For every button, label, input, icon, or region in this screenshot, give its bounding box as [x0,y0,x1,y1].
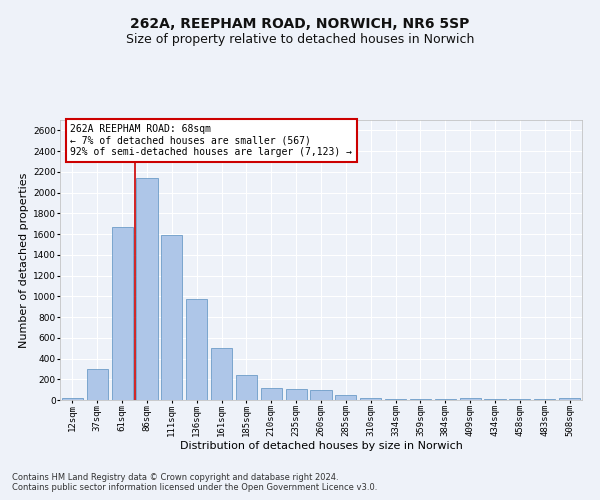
Bar [136,178,158,400]
Text: Size of property relative to detached houses in Norwich: Size of property relative to detached ho… [126,32,474,46]
Bar [261,388,282,400]
Y-axis label: Number of detached properties: Number of detached properties [19,172,29,348]
X-axis label: Distribution of detached houses by size in Norwich: Distribution of detached houses by size … [179,440,463,450]
Bar [335,396,356,400]
Bar [410,399,431,400]
Bar [112,227,133,400]
Text: Contains public sector information licensed under the Open Government Licence v3: Contains public sector information licen… [12,483,377,492]
Text: 262A REEPHAM ROAD: 68sqm
← 7% of detached houses are smaller (567)
92% of semi-d: 262A REEPHAM ROAD: 68sqm ← 7% of detache… [70,124,352,158]
Bar [559,398,580,400]
Bar [161,235,182,400]
Bar [62,398,83,400]
Bar [286,388,307,400]
Bar [385,399,406,400]
Bar [310,390,332,400]
Bar [87,369,108,400]
Text: Contains HM Land Registry data © Crown copyright and database right 2024.: Contains HM Land Registry data © Crown c… [12,473,338,482]
Bar [186,300,207,400]
Bar [460,398,481,400]
Text: 262A, REEPHAM ROAD, NORWICH, NR6 5SP: 262A, REEPHAM ROAD, NORWICH, NR6 5SP [130,18,470,32]
Bar [236,374,257,400]
Bar [211,348,232,400]
Bar [360,398,381,400]
